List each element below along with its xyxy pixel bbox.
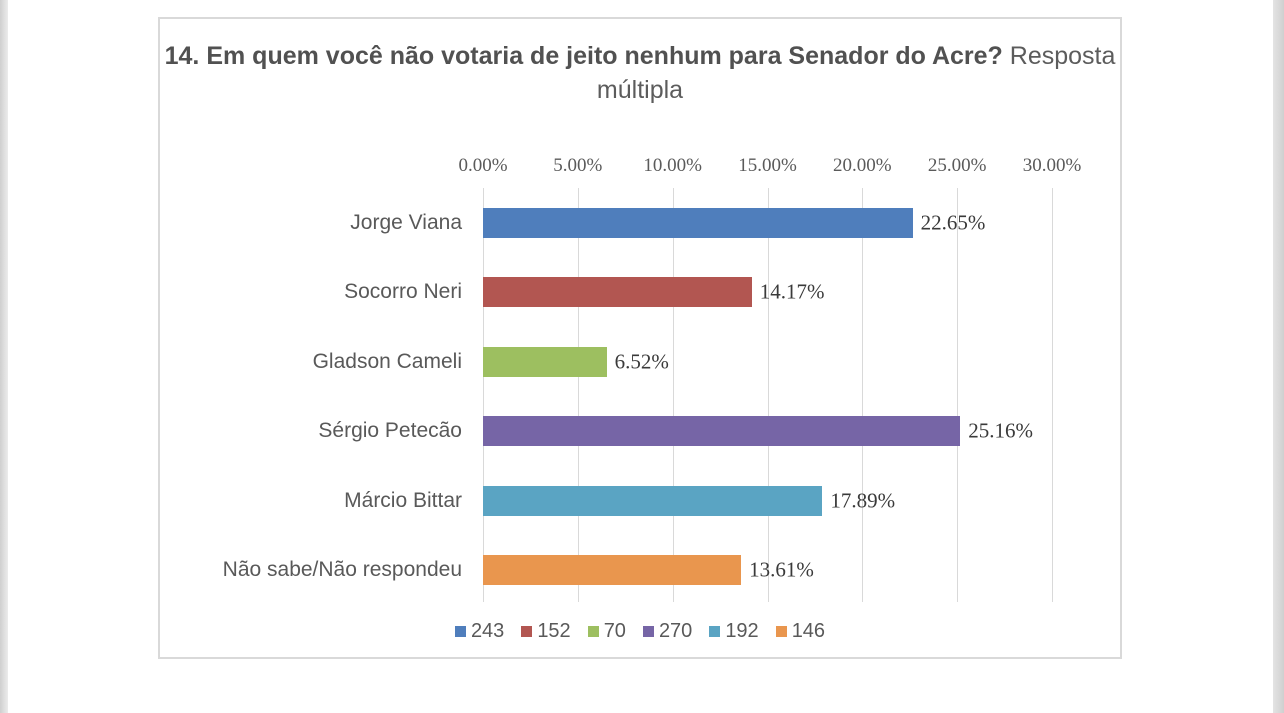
bar-jorge-viana <box>483 208 913 238</box>
legend-item: 243 <box>454 620 505 643</box>
legend-item: 152 <box>521 620 571 643</box>
value-label: 17.89% <box>830 488 896 513</box>
bar-n-o-sabe-n-o-respondeu <box>483 555 742 585</box>
category-label: Márcio Bittar <box>344 488 462 512</box>
value-label: 22.65% <box>920 210 986 235</box>
legend-label: 152 <box>537 620 571 642</box>
legend-label: 243 <box>470 620 505 642</box>
legend-item: 70 <box>587 620 626 643</box>
category-label: Jorge Viana <box>350 211 462 234</box>
chart-title: 14. Em quem você não votaria de jeito ne… <box>160 39 1120 107</box>
gridline-25.00% <box>957 188 959 602</box>
gridline-15.00% <box>767 188 769 602</box>
bar-m-rcio-bittar <box>483 485 823 516</box>
chart-title-subtitle: Resposta múltipla <box>596 42 1116 104</box>
chart-title-question: 14. Em quem você não votaria de jeito ne… <box>164 42 1003 70</box>
x-axis-tick-label: 20.00% <box>833 155 892 176</box>
category-label: Sérgio Petecão <box>318 419 462 443</box>
chart-frame: 14. Em quem você não votaria de jeito ne… <box>158 17 1122 659</box>
chart-legend: 243 152 70 270 192 146 <box>160 620 1120 643</box>
legend-item: 192 <box>709 620 759 643</box>
legend-label: 192 <box>725 620 759 642</box>
gridline-30.00% <box>1052 188 1053 602</box>
legend-label: 146 <box>791 620 826 642</box>
category-label: Não sabe/Não respondeu <box>222 558 462 581</box>
gridline-5.00% <box>577 188 579 602</box>
value-label: 14.17% <box>759 279 825 304</box>
legend-label: 70 <box>603 620 626 642</box>
legend-swatch-icon <box>454 626 466 637</box>
x-axis-tick-label: 5.00% <box>553 155 603 176</box>
category-label: Gladson Cameli <box>312 349 462 373</box>
value-label: 13.61% <box>749 557 814 582</box>
gridline-0.00% <box>483 188 484 602</box>
legend-swatch-icon <box>709 626 721 637</box>
x-axis-tick-label: 25.00% <box>927 155 987 176</box>
legend-item: 146 <box>775 620 826 643</box>
page-left-edge-strip <box>0 0 8 713</box>
gridline-20.00% <box>862 188 864 602</box>
bar-socorro-neri <box>483 277 752 308</box>
legend-label: 270 <box>658 620 693 642</box>
legend-swatch-icon <box>642 626 654 637</box>
legend-item: 270 <box>642 620 693 643</box>
category-label: Socorro Neri <box>344 280 462 304</box>
x-axis-tick-label: 10.00% <box>643 155 702 176</box>
page-right-edge-strip <box>1273 0 1284 713</box>
bar-gladson-cameli <box>483 346 607 377</box>
bar-s-rgio-petec-o <box>483 416 961 447</box>
x-axis-tick-label: 30.00% <box>1022 155 1082 176</box>
value-label: 25.16% <box>968 418 1033 443</box>
legend-swatch-icon <box>775 626 787 637</box>
value-label: 6.52% <box>614 349 669 374</box>
gridline-10.00% <box>672 188 674 602</box>
legend-swatch-icon <box>587 626 599 637</box>
x-axis-tick-label: 15.00% <box>738 155 797 176</box>
x-axis-tick-label: 0.00% <box>458 155 508 176</box>
legend-swatch-icon <box>521 626 533 637</box>
